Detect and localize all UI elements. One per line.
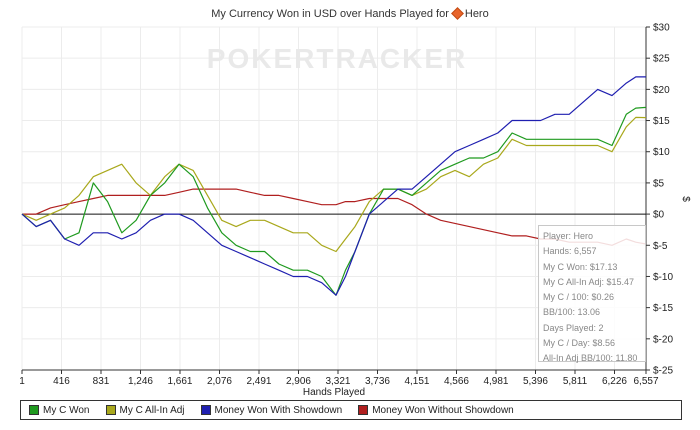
y-tick-label: $0 xyxy=(653,210,665,221)
y-tick-label: $10 xyxy=(653,147,670,158)
stat-line: My C All-In Adj: $15.47 xyxy=(543,276,635,287)
x-tick-label: 1 xyxy=(19,376,25,387)
x-tick-label: 4,566 xyxy=(444,376,469,387)
series-line-showdown xyxy=(21,76,646,296)
x-tick-label: 3,736 xyxy=(365,376,390,387)
stat-line: My C / Day: $8.56 xyxy=(543,338,616,349)
legend-swatch xyxy=(29,405,39,415)
stat-line: My C / 100: $0.26 xyxy=(543,292,615,303)
y-tick-label: $25 xyxy=(653,54,670,65)
legend-swatch xyxy=(358,405,369,415)
legend: My C Won My C All-In Adj Money Won With Sh… xyxy=(20,400,682,420)
y-tick-label: $-15 xyxy=(653,303,673,314)
stat-line: Player: Hero xyxy=(543,231,594,241)
legend-item-my-c-allin-adj[interactable]: My C All-In Adj xyxy=(105,404,185,416)
legend-label: My C All-In Adj xyxy=(119,404,185,416)
y-tick-label: $5 xyxy=(653,178,665,189)
y-tick-label: $20 xyxy=(653,85,670,96)
x-tick-label: 2,076 xyxy=(207,376,232,387)
chart-title-player: Hero xyxy=(464,8,489,20)
legend-item-non-showdown[interactable]: Money Won Without Showdown xyxy=(358,405,514,416)
stat-line: My C Won: $17.13 xyxy=(543,261,618,272)
y-tick-label: $-5 xyxy=(653,241,668,252)
x-tick-label: 2,491 xyxy=(246,376,271,387)
x-tick-label: 831 xyxy=(93,376,110,387)
legend-label: My C Won xyxy=(43,404,90,416)
y-tick-label: $-25 xyxy=(653,366,673,377)
x-tick-label: 416 xyxy=(53,376,70,387)
y-tick-label: $-20 xyxy=(653,334,673,345)
y-tick-label: $15 xyxy=(653,116,670,127)
legend-item-showdown[interactable]: Money Won With Showdown xyxy=(200,404,343,416)
series-line-my-c-allin-adj xyxy=(21,116,647,253)
x-tick-label: 4,981 xyxy=(483,376,508,387)
stat-line: Hands: 6,557 xyxy=(543,246,597,257)
chart-title: My Currency Won in USD over Hands Played… xyxy=(0,7,700,20)
x-tick-label: 2,906 xyxy=(286,376,311,387)
x-tick-label: 5,811 xyxy=(563,376,588,387)
stats-box: Player: Hero Hands: 6,557 My C Won: $17.13… xyxy=(538,225,646,363)
y-tick-label: $-10 xyxy=(653,272,673,283)
chart-title-text: My Currency Won in USD over Hands Played… xyxy=(211,8,449,20)
stat-line: All-In Adj BB/100: 11.80 xyxy=(543,353,638,364)
x-tick-label: 6,557 xyxy=(633,376,658,387)
legend-label: Money Won With Showdown xyxy=(214,404,343,416)
x-axis-label: Hands Played xyxy=(303,387,365,398)
x-tick-label: 3,321 xyxy=(325,376,350,387)
x-tick-label: 6,226 xyxy=(602,376,627,387)
legend-swatch xyxy=(200,405,211,415)
watermark-text: POKERTRACKER xyxy=(207,43,467,74)
y-tick-label: $30 xyxy=(653,23,670,34)
x-tick-label: 5,396 xyxy=(523,376,548,387)
x-tick-label: 4,151 xyxy=(404,376,429,387)
legend-swatch xyxy=(105,405,116,415)
y-axis-label: $ xyxy=(680,196,691,202)
series-line-my-c-won xyxy=(21,106,647,296)
legend-item-my-c-won[interactable]: My C Won xyxy=(29,405,90,416)
legend-label: Money Won Without Showdown xyxy=(372,404,514,416)
x-tick-label: 1,246 xyxy=(128,376,153,387)
x-tick-label: 1,661 xyxy=(167,376,192,387)
axes: $30 $25 $20 $15 $10 $5 $0 $-5 $-10 $-15 $-20 $-25 1 4… xyxy=(19,23,673,388)
stat-line: BB/100: 13.06 xyxy=(543,307,601,318)
stat-line: Days Played: 2 xyxy=(543,322,604,333)
